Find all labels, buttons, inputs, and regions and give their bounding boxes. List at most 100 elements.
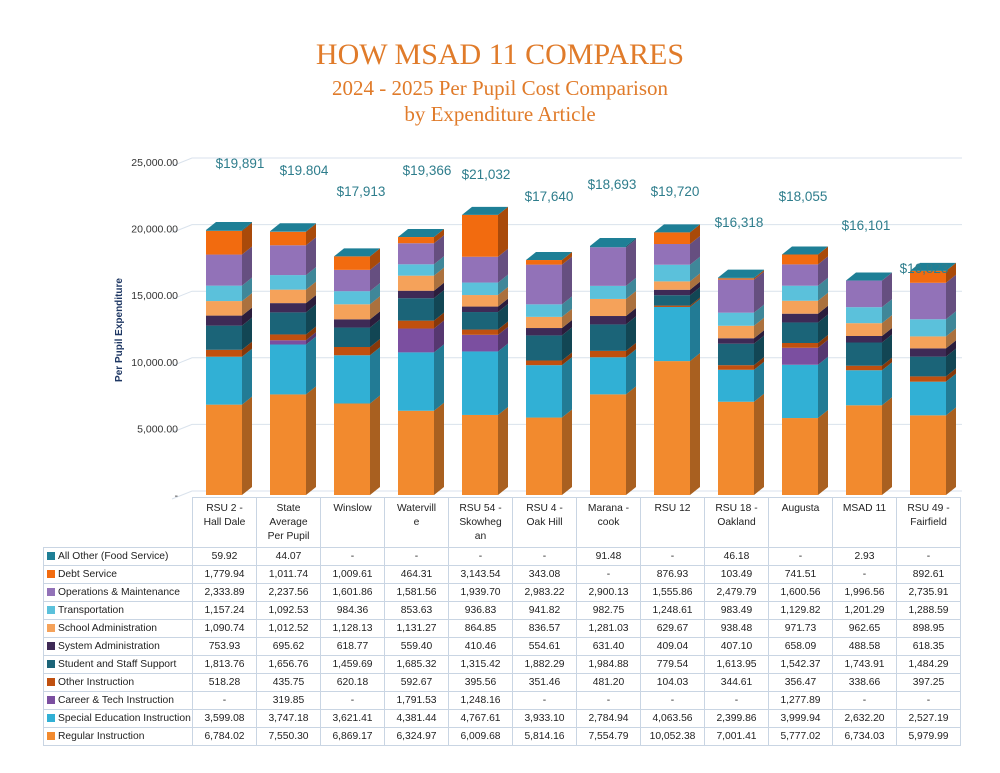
bar-segment [718,361,764,402]
table-row: Other Instruction 518.28 435.75 620.18 592.6… [43,673,961,692]
bar-segment [718,317,764,339]
bar-segment [334,319,380,348]
table-cell: 971.73 [768,619,833,638]
bar-segment [206,348,252,405]
legend-swatch [47,732,55,740]
table-cell: 4,063.56 [640,709,705,728]
table-cell: 836.57 [512,619,577,638]
table-cell: 343.08 [512,565,577,584]
table-cell: 2,784.94 [576,709,641,728]
table-cell: 592.67 [384,673,449,692]
table-cell: 1,743.91 [832,655,897,674]
bar-segment [462,206,508,257]
table-cell: 91.48 [576,547,641,566]
table-cell: 1,131.27 [384,619,449,638]
table-corner [44,498,193,548]
bar-top [654,224,700,233]
table-cell: 2,527.19 [896,709,961,728]
table-cell: 898.95 [896,619,961,638]
bar-segment [206,396,252,495]
bar-segment [782,292,828,314]
table-cell: 620.18 [320,673,385,692]
table-cell: 7,554.79 [576,727,641,746]
table-cell: 779.54 [640,655,705,674]
y-tick-label: 25,000.00 [131,157,178,169]
table-cell: - [640,547,705,566]
table-cell: 5,979.99 [896,727,961,746]
table-row: School Administration 1,090.74 1,012.52 1,1… [43,619,961,638]
table-cell: 629.67 [640,619,705,638]
table-cell: 1,600.56 [768,583,833,602]
row-label: Transportation [43,601,193,620]
table-cell: 1,288.59 [896,601,961,620]
table-cell: 1,656.76 [256,655,321,674]
bar-segment [270,237,316,276]
bar-segment [910,262,956,283]
bar-segment [398,235,444,265]
table-cell: - [832,691,897,710]
bar-segment [526,296,572,317]
table-cell: 2,237.56 [256,583,321,602]
table-cell: 59.92 [192,547,257,566]
table-cell: 1,090.74 [192,619,257,638]
table-cell: 631.40 [576,637,641,656]
table-row: Transportation 1,157.24 1,092.53 984.36 853.… [43,601,961,620]
gridline [171,423,962,433]
bar-segment [334,248,380,270]
bar-segment [270,281,316,304]
bar-segment [654,287,700,306]
bar-segment [654,224,700,245]
table-cell: 1,984.88 [576,655,641,674]
table-cell: 1,129.82 [768,601,833,620]
bar-segment [334,339,380,356]
table-row: Regular Instruction 6,784.02 7,550.30 6,869… [43,727,961,746]
bar-segment [334,283,380,305]
bar-segment [206,317,252,350]
bar-segment [846,272,892,281]
total-label: $19,720 [651,184,700,199]
table-cell: 1,281.03 [576,619,641,638]
column-header: State Average Per Pupil [256,497,321,548]
legend-swatch [47,696,55,704]
bar-segment [526,352,572,366]
bar-segment [782,335,828,348]
table-cell: 1,601.86 [320,583,385,602]
table-cell: 44.07 [256,547,321,566]
table-cell: 5,814.16 [512,727,577,746]
table-cell: 983.49 [704,601,769,620]
bar-segment [526,256,572,305]
column-header: MSAD 11 [832,497,897,548]
table-cell: - [896,547,961,566]
chart-subtitle-2: by Expenditure Article [404,102,596,126]
table-cell: - [320,547,385,566]
data-table: RSU 2 - Hall Dale State Average Per Pupil Win… [43,497,961,746]
legend-swatch [47,678,55,686]
table-cell: 1,882.29 [512,655,577,674]
gridline [171,357,962,367]
bar-segment [846,334,892,366]
bar-segment [846,357,892,371]
bar-segment [846,315,892,336]
column-header: RSU 12 [640,497,705,548]
table-cell: 395.56 [448,673,513,692]
table-cell: 356.47 [768,673,833,692]
bar-segment [462,298,508,313]
y-tick-label: - [175,490,179,502]
table-cell: 7,550.30 [256,727,321,746]
table-row: Debt Service 1,779.94 1,011.74 1,009.61 464.… [43,565,961,584]
bar-segment [910,368,956,382]
table-row: Operations & Maintenance 2,333.89 2,237.56… [43,583,961,602]
table-cell: 2,735.91 [896,583,961,602]
y-tick-label: 10,000.00 [131,357,178,369]
table-cell: 319.85 [256,691,321,710]
bar-segment [270,386,316,495]
table-cell: 6,734.03 [832,727,897,746]
table-cell: 518.28 [192,673,257,692]
bar-segment [398,282,444,299]
row-label: Debt Service [43,565,193,584]
bar-segment [398,290,444,321]
table-cell: 1,012.52 [256,619,321,638]
table-cell: - [448,547,513,566]
table-cell: 6,869.17 [320,727,385,746]
